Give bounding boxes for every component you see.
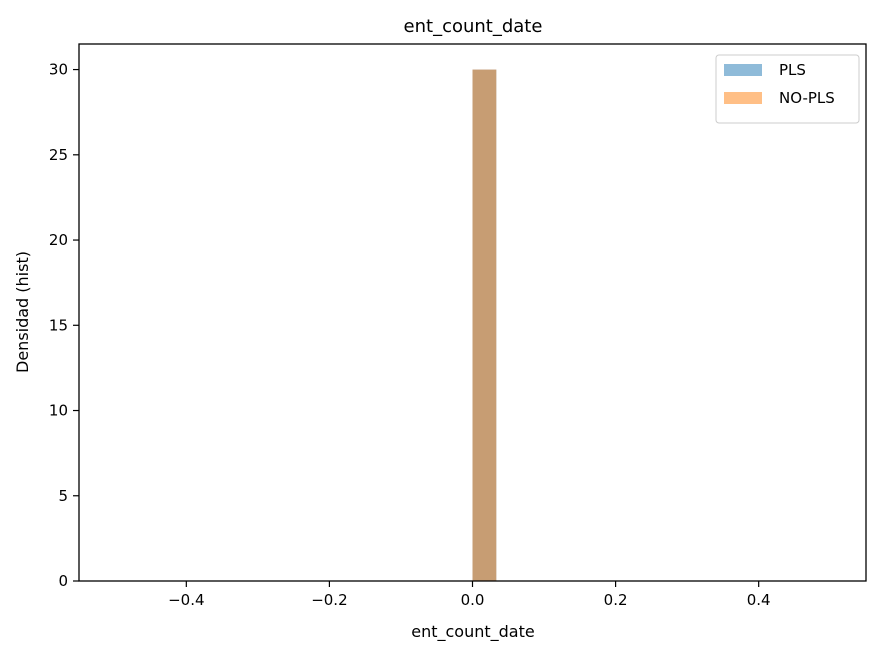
legend-label-pls: PLS [779, 61, 806, 79]
legend-swatch-no-pls [724, 92, 762, 104]
x-axis-label: ent_count_date [411, 622, 534, 642]
x-tick-label: 0.0 [461, 591, 485, 609]
y-tick-label: 5 [58, 487, 68, 505]
legend: PLS NO-PLS [715, 54, 860, 124]
y-tick-label: 0 [58, 572, 68, 590]
bar-no-pls-0 [472, 69, 497, 582]
chart-title: ent_count_date [404, 16, 543, 37]
y-axis-ticks: 0 5 10 15 20 25 30 [49, 61, 79, 590]
x-axis-ticks: −0.4 −0.2 0.0 0.2 0.4 [168, 581, 771, 609]
legend-swatch-pls [724, 64, 762, 76]
y-tick-label: 25 [49, 146, 68, 164]
y-tick-label: 10 [49, 402, 68, 420]
y-tick-label: 30 [49, 61, 68, 79]
y-tick-label: 20 [49, 231, 68, 249]
x-tick-label: −0.4 [168, 591, 204, 609]
legend-label-no-pls: NO-PLS [779, 89, 835, 107]
y-axis-label: Densidad (hist) [13, 251, 32, 373]
x-tick-label: 0.2 [604, 591, 628, 609]
bars-layer [472, 69, 497, 582]
x-tick-label: 0.4 [747, 591, 771, 609]
y-tick-label: 15 [49, 316, 68, 334]
x-tick-label: −0.2 [311, 591, 347, 609]
